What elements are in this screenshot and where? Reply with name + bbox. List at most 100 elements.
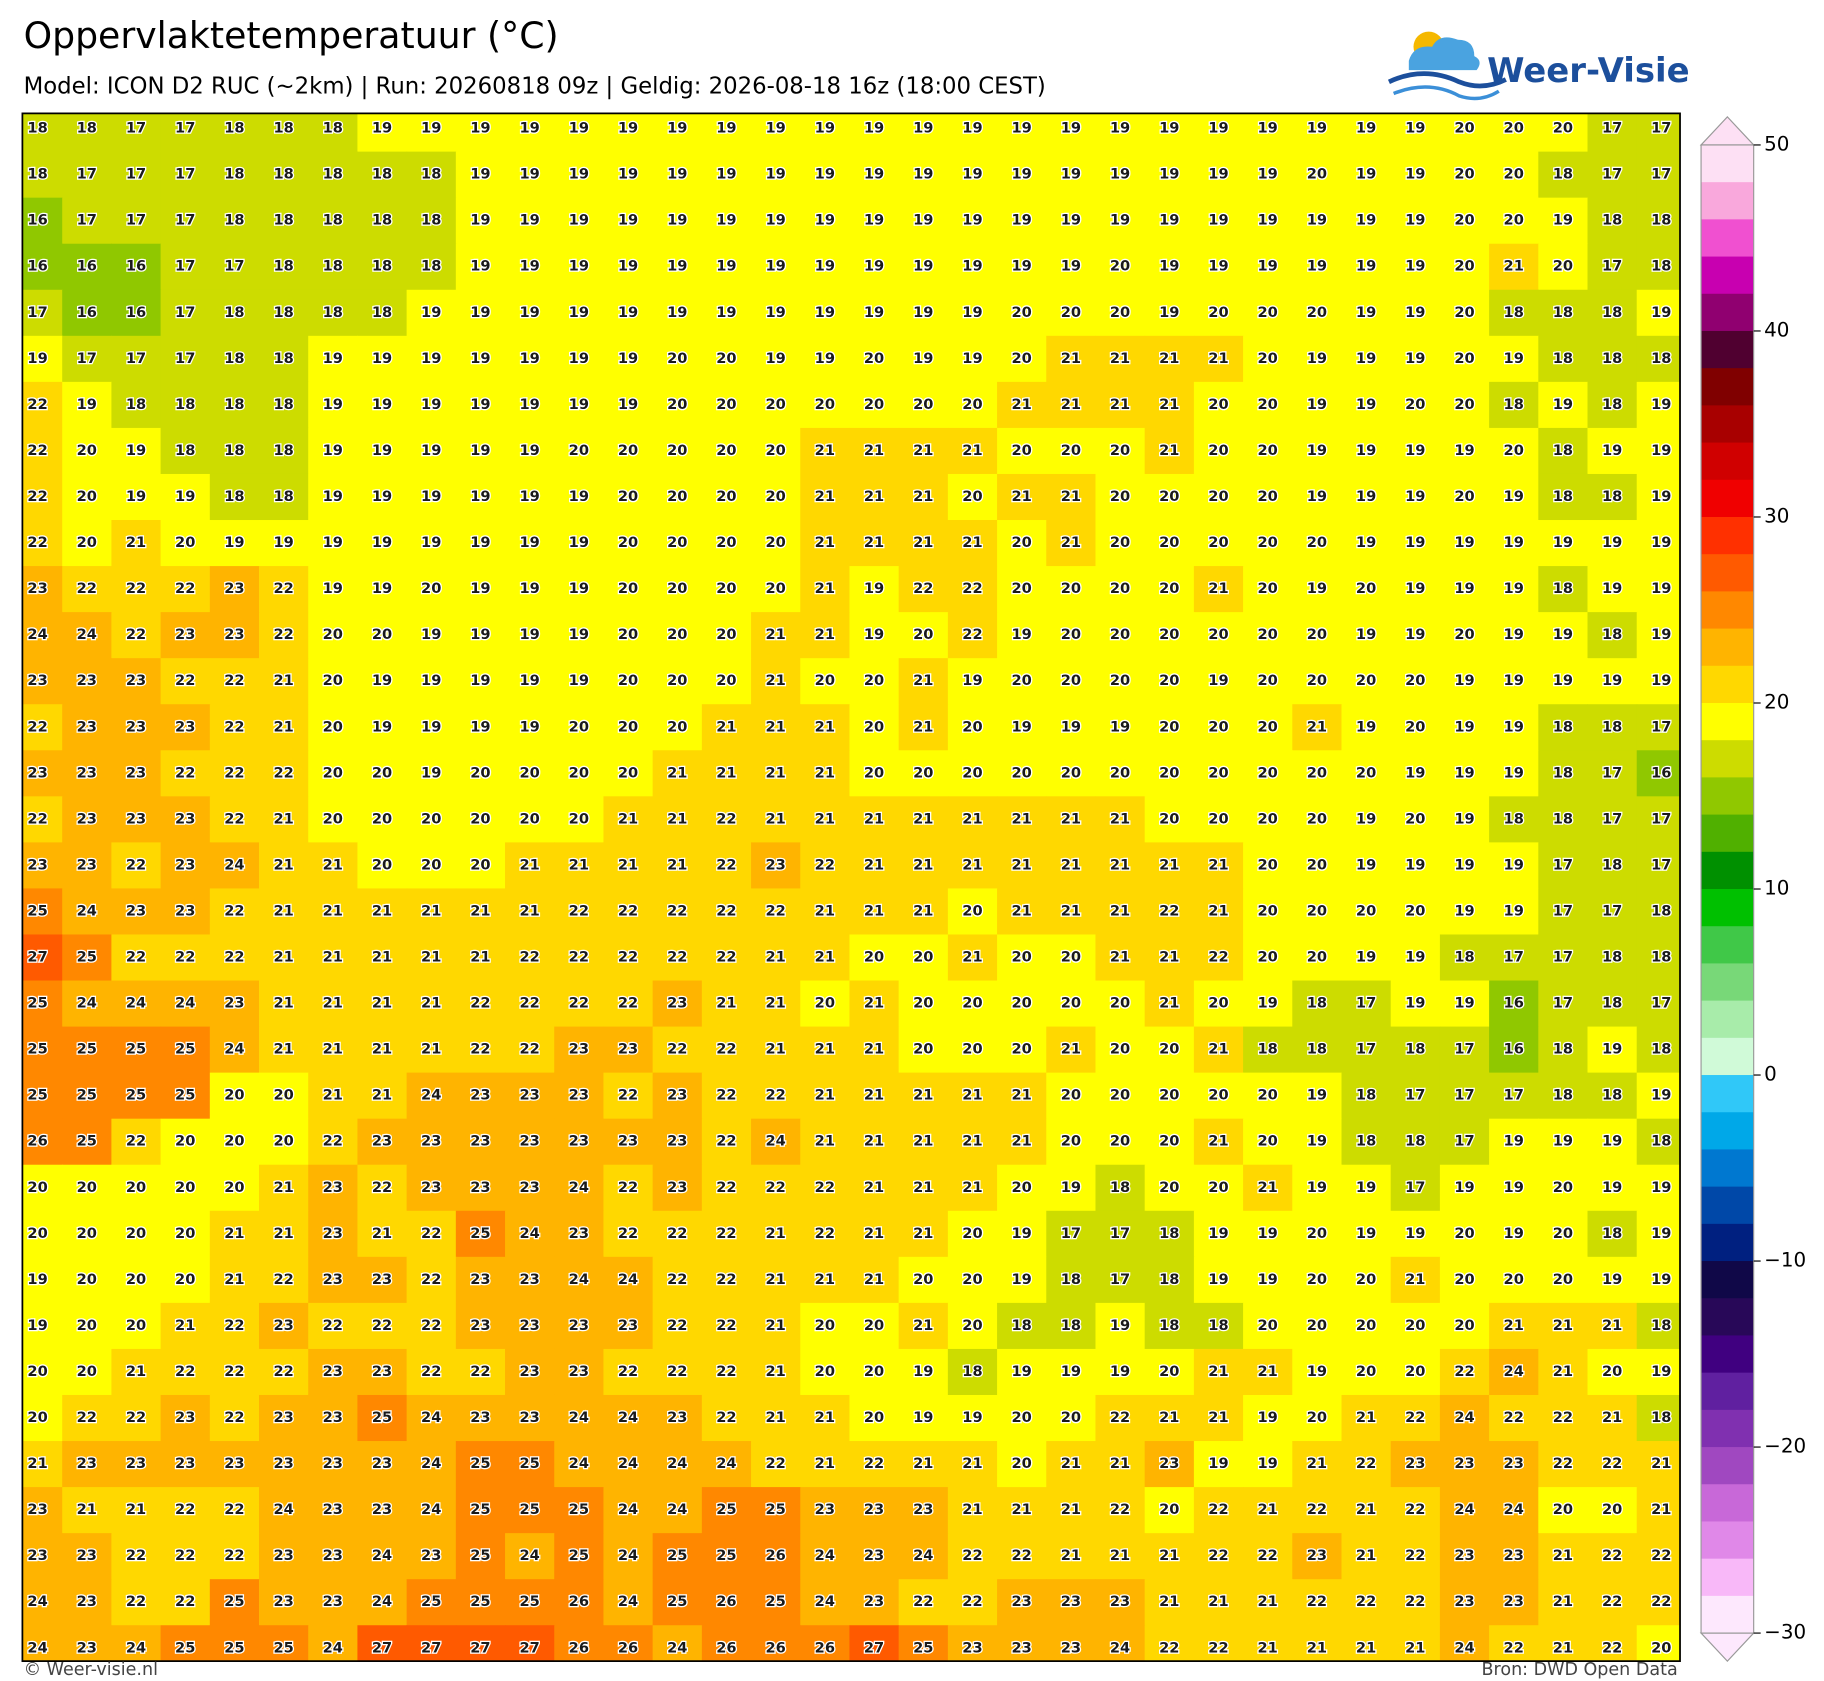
temperature-cell	[1636, 1026, 1681, 1074]
temperature-cell	[62, 980, 112, 1028]
temperature-cell	[1636, 1164, 1681, 1212]
temperature-cell	[1144, 289, 1195, 337]
temperature-cell	[947, 1302, 998, 1350]
temperature-label: 20	[1012, 1455, 1032, 1472]
temperature-label: 19	[519, 258, 539, 275]
temperature-cell	[22, 1394, 63, 1442]
temperature-cell	[800, 1348, 851, 1396]
temperature-cell	[1095, 796, 1146, 843]
temperature-label: 19	[421, 442, 441, 459]
temperature-label: 19	[273, 534, 293, 551]
temperature-cell	[22, 888, 63, 936]
temperature-label: 20	[815, 1363, 835, 1380]
temperature-label: 20	[323, 718, 343, 735]
temperature-label: 19	[1504, 580, 1524, 597]
temperature-label: 24	[1454, 1639, 1474, 1656]
temperature-label: 17	[1356, 1041, 1376, 1058]
temperature-label: 22	[765, 1179, 785, 1196]
temperature-cell	[1144, 750, 1195, 797]
temperature-cell	[1390, 1210, 1441, 1258]
temperature-cell	[209, 796, 260, 843]
temperature-label: 23	[569, 1317, 589, 1334]
temperature-cell	[209, 934, 260, 982]
temperature-cell	[160, 197, 211, 245]
temperature-label: 21	[765, 1225, 785, 1242]
temperature-cell	[1538, 473, 1589, 521]
temperature-label: 20	[1553, 1501, 1573, 1518]
temperature-cell	[259, 1026, 309, 1074]
temperature-cell	[701, 1072, 752, 1120]
temperature-cell	[1193, 1533, 1244, 1580]
temperature-cell	[357, 335, 408, 383]
temperature-label: 25	[273, 1639, 293, 1656]
temperature-cell	[1341, 934, 1392, 982]
temperature-label: 22	[815, 1179, 835, 1196]
temperature-label: 20	[1012, 1179, 1032, 1196]
temperature-label: 22	[716, 1409, 736, 1426]
temperature-cell	[160, 612, 211, 659]
temperature-cell	[701, 1394, 752, 1442]
temperature-cell	[308, 750, 359, 797]
temperature-cell	[160, 427, 211, 475]
temperature-label: 19	[569, 396, 589, 413]
temperature-cell	[1587, 243, 1638, 291]
temperature-label: 23	[175, 1455, 195, 1472]
temperature-label: 19	[1356, 810, 1376, 827]
temperature-cell	[1193, 704, 1244, 751]
temperature-cell	[62, 243, 112, 291]
temperature-label: 23	[27, 764, 47, 781]
temperature-cell	[455, 243, 506, 291]
temperature-cell	[701, 473, 752, 521]
temperature-label: 20	[618, 534, 638, 551]
temperature-label: 23	[618, 1133, 638, 1150]
temperature-label: 22	[175, 672, 195, 689]
temperature-label: 22	[224, 1363, 244, 1380]
temperature-cell	[259, 197, 309, 245]
temperature-cell	[1439, 427, 1490, 475]
temperature-label: 24	[618, 1409, 638, 1426]
temperature-label: 19	[864, 120, 884, 137]
temperature-cell	[1489, 197, 1539, 245]
temperature-label: 20	[1356, 902, 1376, 919]
temperature-label: 19	[372, 396, 392, 413]
temperature-label: 20	[1307, 1409, 1327, 1426]
temperature-cell	[1587, 704, 1638, 751]
temperature-cell	[554, 473, 605, 521]
temperature-label: 20	[913, 764, 933, 781]
temperature-cell	[1489, 704, 1539, 751]
temperature-cell	[209, 612, 260, 659]
temperature-label: 22	[716, 1179, 736, 1196]
temperature-label: 19	[1651, 626, 1671, 643]
temperature-cell	[259, 658, 309, 705]
temperature-label: 19	[1307, 350, 1327, 367]
temperature-label: 24	[273, 1501, 293, 1518]
temperature-cell	[455, 520, 506, 567]
temperature-cell	[406, 1441, 457, 1488]
temperature-label: 26	[716, 1639, 736, 1656]
temperature-cell	[898, 704, 949, 751]
temperature-cell	[1144, 1487, 1195, 1534]
temperature-label: 27	[519, 1639, 539, 1656]
temperature-cell	[751, 704, 801, 751]
temperature-label: 19	[519, 626, 539, 643]
temperature-label: 23	[470, 1133, 490, 1150]
temperature-cell	[701, 704, 752, 751]
temperature-cell	[800, 113, 851, 153]
temperature-label: 18	[372, 166, 392, 183]
temperature-cell	[701, 1256, 752, 1304]
temperature-cell	[505, 704, 555, 751]
temperature-label: 21	[1012, 856, 1032, 873]
temperature-cell	[1439, 151, 1490, 199]
temperature-label: 24	[618, 1455, 638, 1472]
temperature-cell	[62, 1487, 112, 1534]
temperature-label: 19	[1454, 902, 1474, 919]
temperature-cell	[1144, 1302, 1195, 1350]
temperature-cell	[997, 1164, 1047, 1212]
temperature-label: 22	[765, 902, 785, 919]
temperature-label: 18	[224, 488, 244, 505]
temperature-cell	[1636, 1625, 1681, 1662]
temperature-label: 25	[27, 1041, 47, 1058]
temperature-label: 23	[519, 1317, 539, 1334]
temperature-cell	[849, 1118, 900, 1166]
temperature-label: 17	[1602, 166, 1622, 183]
